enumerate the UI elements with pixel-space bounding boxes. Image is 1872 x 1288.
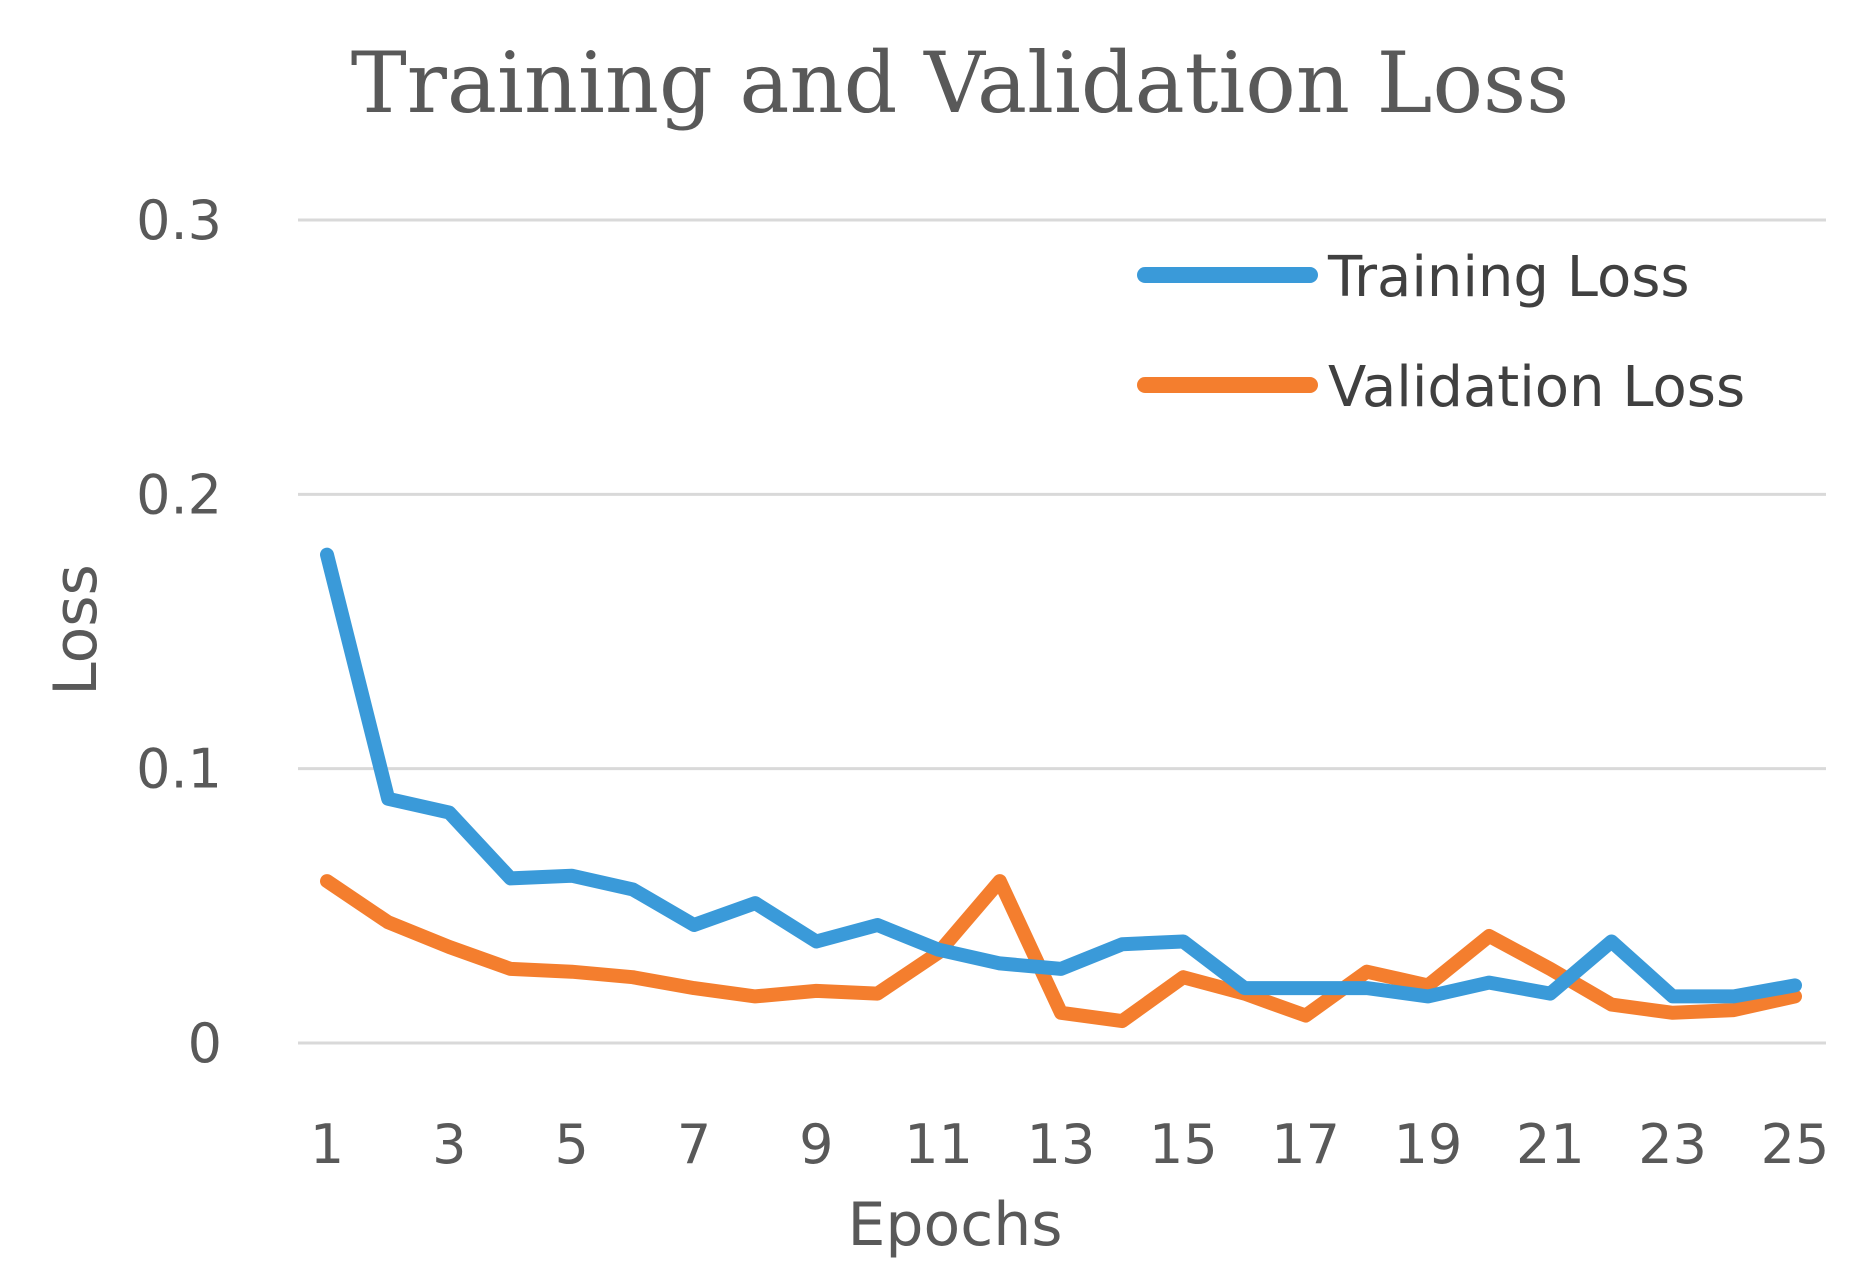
x-tick-label: 5 [554,1113,588,1176]
x-axis-ticks: 1 3 5 7 9 11 13 15 17 19 21 23 25 [310,1113,1830,1176]
series-line-training-loss [320,547,1802,1004]
series-line-validation-loss [320,874,1802,1029]
x-tick-label: 7 [677,1113,711,1176]
x-tick-label: 17 [1271,1113,1340,1176]
x-tick-label: 13 [1027,1113,1096,1176]
x-tick-label: 25 [1761,1113,1830,1176]
y-axis-ticks: 0 0.1 0.2 0.3 [136,189,222,1075]
gridlines [298,218,1826,1045]
x-tick-label: 11 [904,1113,973,1176]
y-tick-label: 0 [188,1012,222,1075]
x-tick-label: 21 [1516,1113,1585,1176]
x-tick-label: 23 [1638,1113,1707,1176]
chart-title: Training and Validation Loss [351,34,1570,132]
y-tick-label: 0.1 [136,738,222,801]
x-tick-label: 19 [1394,1113,1463,1176]
x-tick-label: 9 [799,1113,833,1176]
x-axis-label: Epochs [848,1190,1063,1260]
legend-label-validation-loss: Validation Loss [1328,355,1745,420]
x-tick-label: 15 [1149,1113,1218,1176]
series-lines [320,547,1802,1029]
y-tick-label: 0.2 [136,463,222,526]
legend: Training Loss Validation Loss [1137,245,1745,420]
legend-label-training-loss: Training Loss [1327,245,1690,310]
y-axis-label: Loss [41,564,111,696]
y-tick-label: 0.3 [136,189,222,252]
x-tick-label: 3 [432,1113,466,1176]
x-tick-label: 1 [310,1113,344,1176]
